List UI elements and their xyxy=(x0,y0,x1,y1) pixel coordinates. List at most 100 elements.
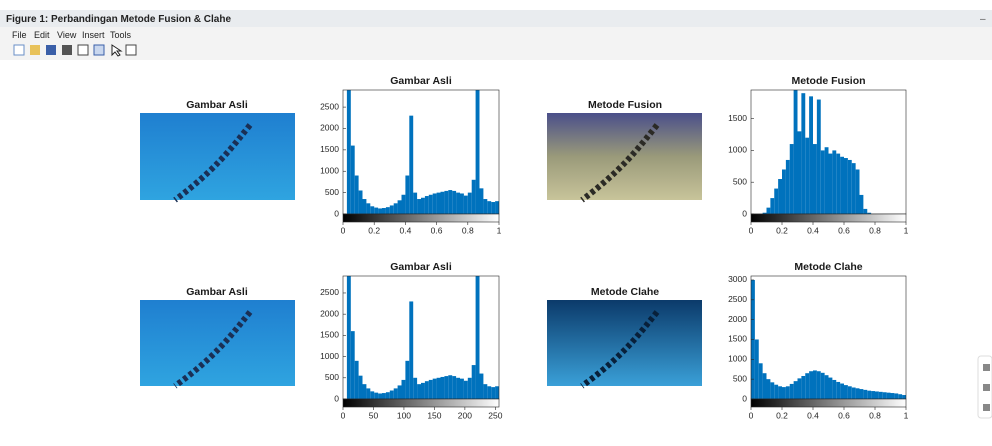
bar xyxy=(421,198,425,214)
bar xyxy=(491,387,495,399)
bar xyxy=(421,383,425,399)
bar xyxy=(390,205,394,214)
bar xyxy=(480,188,484,214)
bar xyxy=(840,384,844,399)
y-tick-label: 2500 xyxy=(728,294,747,304)
bar xyxy=(366,203,370,214)
bar xyxy=(829,154,833,214)
x-tick-label: 0.4 xyxy=(399,225,411,235)
bar xyxy=(825,147,829,214)
bar xyxy=(817,100,821,214)
x-tick-label: 0.2 xyxy=(368,225,380,235)
bar xyxy=(433,193,437,214)
bar xyxy=(867,391,871,399)
bar xyxy=(863,390,867,399)
y-tick-label: 1500 xyxy=(320,330,339,340)
image xyxy=(140,113,295,200)
bar xyxy=(863,209,867,214)
bar xyxy=(468,193,472,214)
y-tick-label: 2000 xyxy=(320,308,339,318)
menu-item[interactable]: Edit xyxy=(34,30,50,40)
x-tick-label: 1 xyxy=(904,410,909,420)
bar xyxy=(790,384,794,399)
side-icon[interactable] xyxy=(983,384,990,391)
bar xyxy=(417,384,421,399)
bar xyxy=(413,193,417,214)
y-tick-label: 2000 xyxy=(728,314,747,324)
bar xyxy=(856,388,860,399)
x-tick-label: 0.2 xyxy=(776,225,788,235)
bar xyxy=(817,371,821,399)
bar xyxy=(382,393,386,399)
y-tick-label: 2500 xyxy=(320,101,339,111)
image-title: Metode Clahe xyxy=(591,286,659,298)
y-tick-label: 1000 xyxy=(728,145,747,155)
bar xyxy=(437,378,441,399)
y-tick-label: 1000 xyxy=(320,165,339,175)
bar xyxy=(825,375,829,399)
figure-window: Figure 1: Perbandingan Metode Fusion & C… xyxy=(0,0,992,446)
tool-open[interactable] xyxy=(30,45,40,55)
bar xyxy=(778,386,782,399)
y-tick-label: 0 xyxy=(334,393,339,403)
menu-item[interactable]: View xyxy=(57,30,77,40)
menu-toolbar xyxy=(0,27,992,60)
minimize-button[interactable]: – xyxy=(980,14,986,25)
y-tick-label: 0 xyxy=(742,393,747,403)
side-icon[interactable] xyxy=(983,364,990,371)
y-tick-label: 1000 xyxy=(320,351,339,361)
bar xyxy=(809,371,813,399)
tool-link[interactable] xyxy=(78,45,88,55)
bar xyxy=(359,190,363,214)
menu-item[interactable]: Tools xyxy=(110,30,132,40)
menu-item[interactable]: Insert xyxy=(82,30,105,40)
bar xyxy=(798,131,802,214)
tool-new[interactable] xyxy=(14,45,24,55)
bar xyxy=(840,157,844,214)
bar xyxy=(444,376,448,399)
bar xyxy=(480,374,484,399)
bar xyxy=(355,361,359,399)
tool-save[interactable] xyxy=(46,45,56,55)
bar xyxy=(821,150,825,214)
bar xyxy=(805,138,809,214)
bar xyxy=(483,199,487,214)
menu-item[interactable]: File xyxy=(12,30,27,40)
bar xyxy=(801,93,805,214)
x-tick-label: 250 xyxy=(488,410,502,420)
bar xyxy=(813,370,817,399)
bar xyxy=(464,196,468,214)
bar xyxy=(856,169,860,214)
y-tick-label: 2000 xyxy=(320,123,339,133)
chart-title: Gambar Asli xyxy=(390,75,452,87)
image-title: Metode Fusion xyxy=(588,99,662,111)
bar xyxy=(433,379,437,399)
image xyxy=(547,300,702,386)
bar xyxy=(425,381,429,399)
tool-property[interactable] xyxy=(126,45,136,55)
bar xyxy=(883,392,887,399)
x-tick-label: 0.4 xyxy=(807,410,819,420)
bar xyxy=(794,90,798,214)
x-tick-label: 0 xyxy=(749,410,754,420)
colorbar xyxy=(751,399,906,407)
bar xyxy=(378,208,382,214)
bar xyxy=(386,207,390,214)
x-tick-label: 0.6 xyxy=(838,225,850,235)
bar xyxy=(359,376,363,399)
bar xyxy=(801,376,805,399)
side-icon[interactable] xyxy=(983,404,990,411)
tool-colorbar[interactable] xyxy=(94,45,104,55)
bar xyxy=(487,201,491,214)
bar xyxy=(374,208,378,214)
y-tick-label: 1500 xyxy=(728,334,747,344)
bar xyxy=(767,379,771,399)
tool-print[interactable] xyxy=(62,45,72,55)
bar xyxy=(790,144,794,214)
y-tick-label: 500 xyxy=(325,372,339,382)
x-tick-label: 0.8 xyxy=(462,225,474,235)
bar xyxy=(887,393,891,399)
bar xyxy=(763,373,767,399)
bar xyxy=(366,388,370,399)
bar xyxy=(425,196,429,214)
